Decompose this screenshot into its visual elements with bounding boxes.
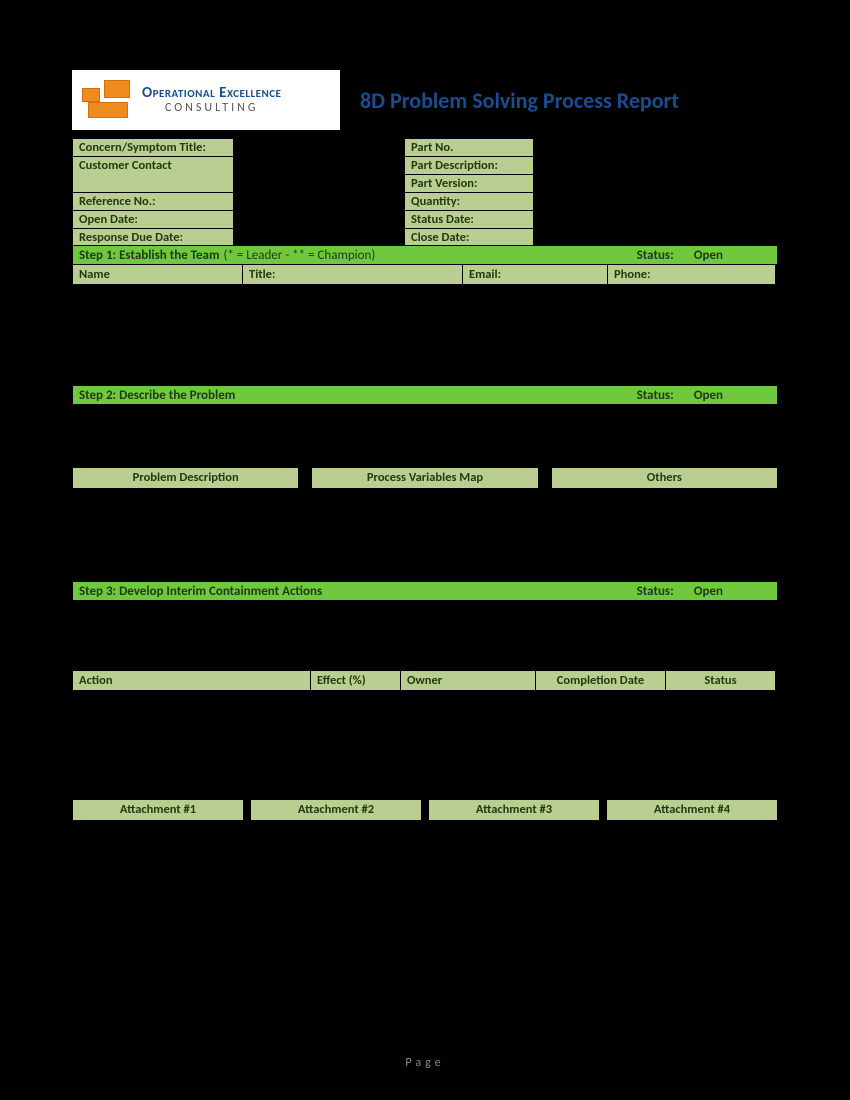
- step3-col-owner: Owner: [401, 671, 536, 691]
- meta-response-due: Response Due Date:: [72, 228, 234, 246]
- step3-columns: Action Effect (%) Owner Completion Date …: [72, 671, 778, 691]
- step3-col-effect: Effect (%): [311, 671, 401, 691]
- meta-customer-contact: Customer Contact: [72, 156, 234, 192]
- meta-part-description: Part Description:: [404, 156, 534, 174]
- step1-columns: Name Title: Email: Phone:: [72, 265, 778, 285]
- meta-right-column: Part No. Part Description: Part Version:…: [404, 138, 534, 246]
- meta-close-date: Close Date:: [404, 228, 534, 246]
- step2-status-label: Status:: [637, 388, 674, 403]
- page-title: 8D Problem Solving Process Report: [360, 87, 679, 114]
- attachment-4-button[interactable]: Attachment #4: [606, 799, 778, 821]
- problem-description-button[interactable]: Problem Description: [72, 467, 299, 489]
- others-button[interactable]: Others: [551, 467, 778, 489]
- attachment-1-button[interactable]: Attachment #1: [72, 799, 244, 821]
- meta-status-date: Status Date:: [404, 210, 534, 228]
- logo-text-line2: CONSULTING: [142, 102, 281, 115]
- meta-open-date: Open Date:: [72, 210, 234, 228]
- step3-header: Step 3: Develop Interim Containment Acti…: [72, 581, 778, 601]
- step3-col-completion: Completion Date: [536, 671, 666, 691]
- logo: Operational Excellence CONSULTING: [72, 70, 340, 130]
- meta-reference-no: Reference No.:: [72, 192, 234, 210]
- header: Operational Excellence CONSULTING 8D Pro…: [72, 70, 778, 130]
- step1-col-title: Title:: [243, 265, 463, 285]
- logo-icon: [82, 80, 132, 120]
- step1-col-name: Name: [73, 265, 243, 285]
- page-footer: Page: [0, 1056, 850, 1070]
- step2-status-value: Open: [694, 388, 771, 403]
- step3-col-action: Action: [73, 671, 311, 691]
- step1-col-email: Email:: [463, 265, 608, 285]
- step3-status-label: Status:: [637, 584, 674, 599]
- step3-attachments: Attachment #1 Attachment #2 Attachment #…: [72, 799, 778, 821]
- meta-fields: Concern/Symptom Title: Customer Contact …: [72, 138, 778, 246]
- step3-col-status: Status: [666, 671, 776, 691]
- logo-text-line1: Operational Excellence: [142, 85, 281, 102]
- step2-buttons: Problem Description Process Variables Ma…: [72, 467, 778, 489]
- step3-status-value: Open: [694, 584, 771, 599]
- attachment-3-button[interactable]: Attachment #3: [428, 799, 600, 821]
- process-variables-button[interactable]: Process Variables Map: [311, 467, 538, 489]
- step2-title: Step 2: Describe the Problem: [79, 388, 235, 403]
- step3-title: Step 3: Develop Interim Containment Acti…: [79, 584, 322, 599]
- meta-part-version: Part Version:: [404, 174, 534, 192]
- meta-part-no: Part No.: [404, 138, 534, 156]
- meta-left-column: Concern/Symptom Title: Customer Contact …: [72, 138, 234, 246]
- step1-status-value: Open: [694, 248, 771, 263]
- step1-title: Step 1: Establish the Team: [79, 248, 220, 263]
- step1-subtitle: (* = Leader - ** = Champion): [224, 248, 376, 263]
- attachment-2-button[interactable]: Attachment #2: [250, 799, 422, 821]
- meta-quantity: Quantity:: [404, 192, 534, 210]
- step1-status-label: Status:: [637, 248, 674, 263]
- step1-header: Step 1: Establish the Team (* = Leader -…: [72, 245, 778, 265]
- step1-col-phone: Phone:: [608, 265, 776, 285]
- step2-header: Step 2: Describe the Problem Status: Ope…: [72, 385, 778, 405]
- meta-concern-title: Concern/Symptom Title:: [72, 138, 234, 156]
